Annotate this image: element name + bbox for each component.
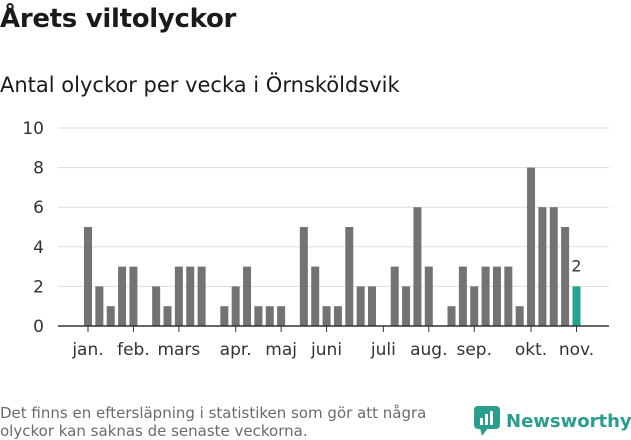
y-tick-label: 2 [33,277,44,297]
data-label: 2 [571,256,581,275]
bar [424,266,433,326]
bar [129,266,138,326]
bar [470,286,479,326]
bar [413,207,422,326]
bar [527,167,536,326]
bar [322,306,331,326]
bar [152,286,161,326]
chart-title: Årets viltolyckor [0,4,237,34]
x-tick-label: juli [370,340,396,360]
footnote: Det finns en eftersläpning i statistiken… [0,404,427,440]
bar [299,227,308,326]
bar [402,286,411,326]
bar [311,266,320,326]
bar [492,266,501,326]
bar [174,266,183,326]
bar [549,207,558,326]
bar [345,227,354,326]
bar [561,227,570,326]
bar [458,266,467,326]
bar [572,286,581,326]
x-tick-label: jan. [71,340,103,360]
y-tick-label: 8 [33,159,44,179]
bar [254,306,263,326]
bar [231,286,240,326]
bar [538,207,547,326]
x-tick-label: feb. [117,340,150,360]
bar [333,306,342,326]
x-tick-label: apr. [220,340,252,360]
x-tick-label: okt. [515,340,547,360]
bar [277,306,286,326]
bar [106,306,115,326]
y-tick-label: 10 [22,119,44,139]
bar [515,306,524,326]
bar [197,266,206,326]
bar [390,266,399,326]
bar [118,266,127,326]
bar [481,266,490,326]
bar [163,306,172,326]
bar [220,306,229,326]
bar [356,286,365,326]
y-tick-label: 4 [33,238,44,258]
bar [95,286,104,326]
bar [368,286,376,326]
bar [84,227,92,326]
x-tick-label: aug. [410,340,447,360]
y-tick-label: 6 [33,198,44,218]
x-tick-label: mars [157,340,200,360]
x-tick-label: juni [310,340,342,360]
x-tick-label: maj [265,340,297,360]
x-tick-label: nov. [559,340,594,360]
bar [243,266,252,326]
bar [186,266,195,326]
bar [447,306,456,326]
bar-chart: 0 2 4 6 8 10 2 jan. feb. mars apr. maj juni juli aug. s… [22,119,609,360]
brand-name: Newsworthy [506,410,631,432]
x-tick-label: sep. [456,340,492,360]
brand-logo[interactable]: Newsworthy [474,406,631,436]
y-tick-label: 0 [33,317,44,337]
bar [504,266,513,326]
newsworthy-logo-icon [474,406,500,436]
chart-subtitle: Antal olyckor per vecka i Örnsköldsvik [0,73,400,97]
bar [265,306,274,326]
